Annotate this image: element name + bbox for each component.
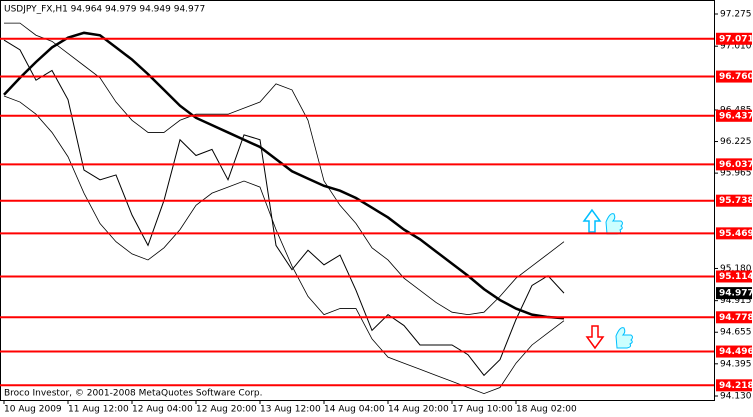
level-label: 94.778 (719, 313, 753, 323)
level-tag (716, 345, 752, 358)
level-tag (716, 32, 752, 45)
x-tick-label: 10 Aug 2009 (4, 405, 62, 415)
level-label: 94.218 (719, 381, 753, 391)
last-price-label: 94.977 (719, 289, 753, 299)
x-tick-label: 18 Aug 02:00 (516, 405, 577, 415)
x-tick-label: 11 Aug 12:00 (68, 405, 129, 415)
footer: Broco Investor, © 2001-2008 MetaQuotes S… (4, 389, 263, 399)
chart-title: USDJPY_FX,H1 94.964 94.979 94.949 94.977 (4, 5, 205, 15)
level-tag (716, 379, 752, 392)
level-label: 95.114 (719, 272, 753, 282)
x-tick-label: 14 Aug 04:00 (324, 405, 385, 415)
level-label: 96.037 (719, 160, 753, 170)
level-label: 96.760 (719, 72, 753, 82)
up-arrow-icon (582, 208, 623, 235)
x-tick-label: 14 Aug 20:00 (388, 405, 449, 415)
y-tick-label: 94.655 (720, 328, 752, 338)
level-label: 94.496 (719, 347, 753, 357)
y-tick-label: 94.130 (720, 392, 752, 402)
y-tick-label: 94.395 (720, 359, 752, 369)
y-tick-label: 95.180 (720, 264, 752, 274)
price-line (3, 95, 565, 394)
level-tag (716, 194, 752, 207)
y-tick-label: 97.275 (720, 10, 752, 20)
y-tick-label: 96.225 (720, 137, 752, 147)
x-tick-label: 13 Aug 12:00 (260, 405, 321, 415)
y-tick-label: 97.010 (720, 42, 752, 52)
level-label: 95.738 (719, 196, 753, 206)
last-price-tag (716, 287, 752, 300)
y-tick-label: 94.915 (720, 296, 752, 306)
level-tag (716, 227, 752, 240)
down-arrow-icon (585, 325, 633, 350)
x-tick-label: 17 Aug 10:00 (452, 405, 513, 415)
price-line (3, 39, 565, 377)
y-tick-label: 95.965 (720, 169, 752, 179)
x-tick-label: 12 Aug 20:00 (196, 405, 257, 415)
level-tag (716, 158, 752, 171)
x-tick-label: 12 Aug 04:00 (132, 405, 193, 415)
level-label: 96.437 (719, 111, 753, 121)
level-label: 95.469 (719, 229, 753, 239)
level-tag (716, 270, 752, 283)
level-tag (716, 70, 752, 83)
level-tag (716, 311, 752, 324)
level-label: 97.071 (719, 34, 753, 44)
level-tag (716, 109, 752, 122)
